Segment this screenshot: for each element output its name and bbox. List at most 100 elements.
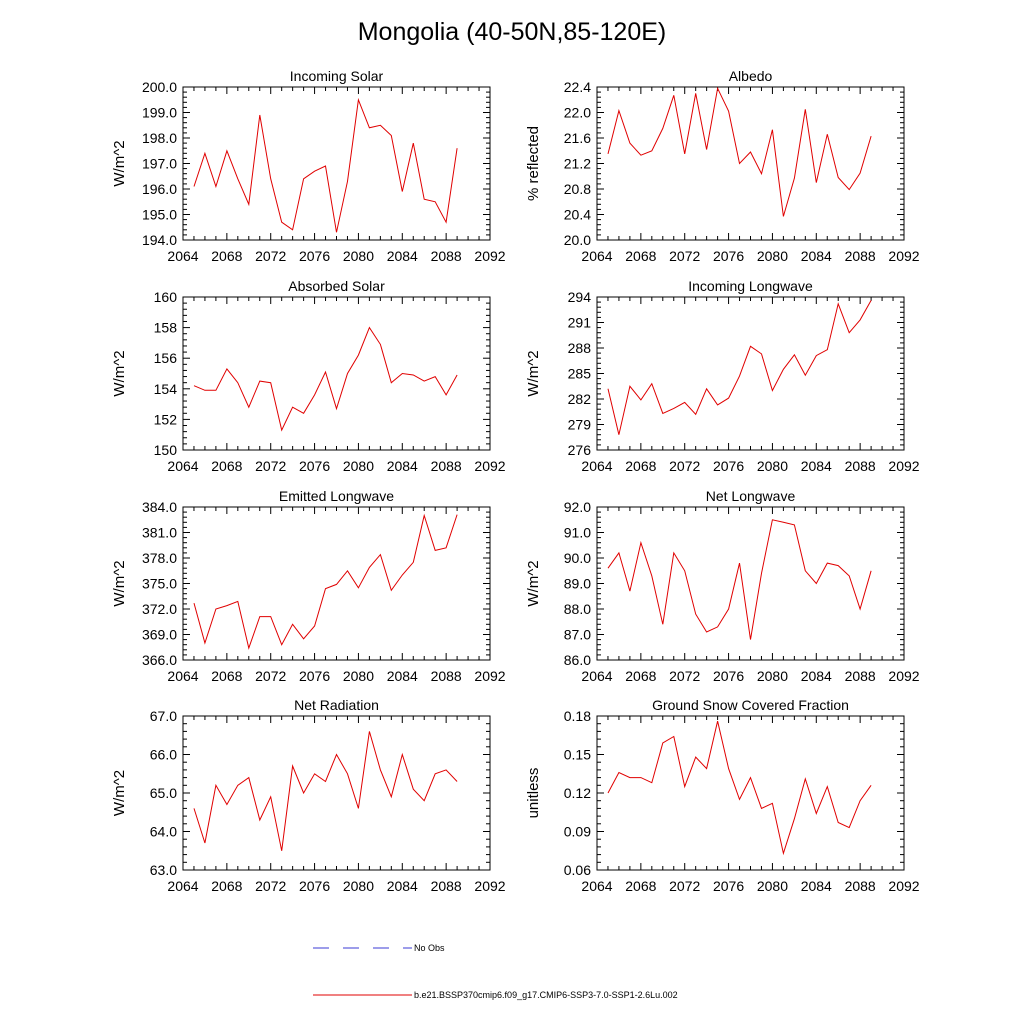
- x-tick-label: 2068: [625, 668, 656, 684]
- series-line: [607, 300, 872, 435]
- x-tick-label: 2088: [431, 458, 462, 474]
- y-axis-label: % reflected: [525, 126, 542, 201]
- y-tick-label: 199.0: [142, 105, 177, 121]
- y-tick-label: 196.0: [142, 181, 177, 197]
- y-tick-label: 90.0: [564, 550, 591, 566]
- y-tick-label: 22.4: [564, 79, 591, 95]
- series-line: [193, 97, 458, 233]
- x-tick-label: 2084: [801, 458, 832, 474]
- series-line: [607, 720, 872, 856]
- y-tick-label: 375.0: [142, 576, 177, 592]
- x-tick-label: 2068: [625, 878, 656, 894]
- panel-3: Incoming Longwave W/m^2 2064 2068 2072 2076 20…: [525, 278, 920, 474]
- y-tick-label: 384.0: [142, 499, 177, 515]
- y-tick-label: 369.0: [142, 627, 177, 643]
- x-tick-label: 2064: [167, 668, 198, 684]
- series-line: [193, 326, 458, 432]
- legend-item-no-obs: No Obs: [313, 943, 445, 953]
- y-tick-label: 294: [568, 289, 592, 305]
- x-tick-label: 2080: [343, 458, 374, 474]
- y-tick-label: 372.0: [142, 601, 177, 617]
- x-tick-label: 2072: [669, 668, 700, 684]
- x-tick-label: 2088: [431, 248, 462, 264]
- x-tick-label: 2084: [387, 248, 418, 264]
- x-tick-label: 2080: [757, 878, 788, 894]
- legend-label-no-obs: No Obs: [414, 943, 445, 953]
- plot-frame: [182, 86, 491, 241]
- y-axis-label: unitless: [525, 768, 542, 819]
- x-tick-label: 2080: [343, 668, 374, 684]
- y-tick-label: 285: [568, 366, 592, 382]
- y-tick-label: 0.18: [564, 708, 591, 724]
- x-tick-label: 2072: [255, 878, 286, 894]
- y-tick-label: 378.0: [142, 550, 177, 566]
- x-tick-label: 2064: [581, 668, 612, 684]
- x-tick-label: 2092: [474, 668, 505, 684]
- x-tick-label: 2088: [845, 458, 876, 474]
- y-tick-label: 21.2: [564, 156, 591, 172]
- y-axis-label: W/m^2: [111, 770, 128, 816]
- panel-1: Albedo % reflected 2064 2068 2072 2076 2080 208…: [525, 68, 920, 264]
- x-tick-label: 2068: [211, 668, 242, 684]
- x-tick-label: 2076: [713, 878, 744, 894]
- y-tick-label: 158: [154, 320, 178, 336]
- x-tick-label: 2064: [167, 248, 198, 264]
- y-tick-label: 282: [568, 391, 592, 407]
- y-tick-label: 63.0: [150, 862, 177, 878]
- panel-6: Net Radiation W/m^2 2064 2068 2072 2076 2080 20…: [111, 697, 506, 894]
- x-tick-label: 2068: [211, 248, 242, 264]
- x-tick-label: 2080: [343, 878, 374, 894]
- panel-title: Incoming Longwave: [688, 278, 813, 294]
- x-tick-label: 2072: [255, 458, 286, 474]
- x-tick-label: 2084: [387, 668, 418, 684]
- figure-title: Mongolia (40-50N,85-120E): [358, 18, 667, 46]
- x-tick-label: 2084: [801, 878, 832, 894]
- panels: Incoming Solar W/m^2 2064 2068 2072 2076 2080 2…: [111, 68, 920, 894]
- y-axis-label: W/m^2: [525, 560, 542, 606]
- x-tick-label: 2088: [431, 878, 462, 894]
- plot-frame: [182, 715, 491, 871]
- panel-4: Emitted Longwave W/m^2 2064 2068 2072 2076 208…: [111, 488, 506, 684]
- x-tick-label: 2092: [474, 248, 505, 264]
- y-tick-label: 92.0: [564, 499, 591, 515]
- legend: No Obs b.e21.BSSP370cmip6.f09_g17.CMIP6-…: [313, 943, 678, 1000]
- series-line: [193, 513, 458, 650]
- x-tick-label: 2088: [845, 248, 876, 264]
- y-tick-label: 279: [568, 417, 592, 433]
- x-tick-label: 2072: [669, 878, 700, 894]
- plot-frame: [596, 86, 905, 241]
- y-tick-label: 21.6: [564, 130, 591, 146]
- x-tick-label: 2072: [669, 248, 700, 264]
- y-tick-label: 154: [154, 381, 178, 397]
- y-tick-label: 20.0: [564, 232, 591, 248]
- x-tick-label: 2068: [625, 248, 656, 264]
- y-tick-label: 20.4: [564, 207, 591, 223]
- y-tick-label: 156: [154, 350, 178, 366]
- x-tick-label: 2076: [299, 458, 330, 474]
- x-tick-label: 2076: [713, 248, 744, 264]
- x-tick-label: 2088: [431, 668, 462, 684]
- panel-title: Net Radiation: [294, 697, 379, 713]
- panel-5: Net Longwave W/m^2 2064 2068 2072 2076 2080 208…: [525, 488, 920, 684]
- x-tick-label: 2088: [845, 878, 876, 894]
- x-tick-label: 2092: [888, 878, 919, 894]
- panel-title: Albedo: [729, 68, 773, 84]
- y-tick-label: 65.0: [150, 785, 177, 801]
- y-axis-label: W/m^2: [111, 350, 128, 396]
- x-tick-label: 2092: [888, 458, 919, 474]
- x-tick-label: 2064: [167, 458, 198, 474]
- x-tick-label: 2072: [255, 668, 286, 684]
- y-tick-label: 0.15: [564, 747, 591, 763]
- y-tick-label: 195.0: [142, 207, 177, 223]
- x-tick-label: 2076: [299, 878, 330, 894]
- x-tick-label: 2076: [299, 668, 330, 684]
- x-tick-label: 2084: [387, 458, 418, 474]
- x-tick-label: 2076: [299, 248, 330, 264]
- panel-title: Emitted Longwave: [279, 488, 394, 504]
- y-tick-label: 150: [154, 442, 178, 458]
- x-tick-label: 2064: [167, 878, 198, 894]
- legend-label-model-run: b.e21.BSSP370cmip6.f09_g17.CMIP6-SSP3-7.…: [414, 990, 678, 1000]
- y-tick-label: 87.0: [564, 627, 591, 643]
- x-tick-label: 2080: [343, 248, 374, 264]
- x-tick-label: 2084: [801, 668, 832, 684]
